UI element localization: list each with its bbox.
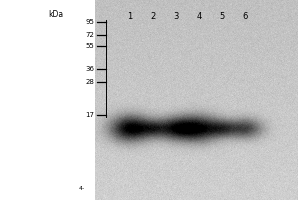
- Text: 2: 2: [150, 12, 156, 21]
- Text: 95: 95: [85, 19, 94, 25]
- Text: 6: 6: [242, 12, 248, 21]
- Text: kDa: kDa: [48, 10, 63, 19]
- Text: 36: 36: [85, 66, 94, 72]
- Text: 4: 4: [196, 12, 202, 21]
- Text: 3: 3: [173, 12, 179, 21]
- Text: 17: 17: [85, 112, 94, 118]
- Text: 1: 1: [128, 12, 133, 21]
- Bar: [0, 0, 95, 200]
- Text: 55: 55: [85, 43, 94, 49]
- Text: 72: 72: [85, 32, 94, 38]
- Text: 4-: 4-: [79, 186, 85, 190]
- Text: 5: 5: [219, 12, 225, 21]
- Text: 28: 28: [85, 79, 94, 85]
